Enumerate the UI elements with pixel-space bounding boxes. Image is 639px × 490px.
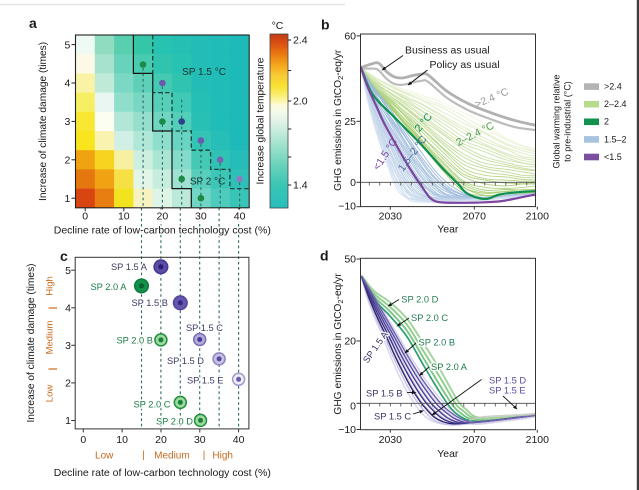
svg-text:SP 1.5 D: SP 1.5 D (167, 356, 204, 366)
svg-text:Low: Low (45, 385, 56, 403)
svg-text:SP 2.0 C: SP 2.0 C (133, 400, 170, 410)
svg-text:SP 1.5 B: SP 1.5 B (131, 298, 168, 308)
svg-text:SP 2.0 B: SP 2.0 B (419, 338, 456, 348)
svg-text:2030: 2030 (379, 210, 403, 222)
svg-text:60: 60 (344, 31, 356, 43)
svg-text:Increase of climate damage (ti: Increase of climate damage (times) (26, 263, 37, 422)
svg-text:High: High (212, 451, 233, 462)
svg-text:4: 4 (64, 78, 70, 90)
svg-text:Medium: Medium (154, 451, 190, 462)
svg-text:to pre-industrial (°C): to pre-industrial (°C) (563, 81, 573, 162)
svg-text:Policy as usual: Policy as usual (430, 59, 500, 71)
svg-text:Decline rate of low-carbon tec: Decline rate of low-carbon technology co… (54, 225, 271, 237)
svg-text:5: 5 (65, 265, 71, 277)
svg-text:2: 2 (65, 378, 71, 390)
svg-text:SP 1.5 E: SP 1.5 E (489, 386, 526, 396)
svg-text:SP 2 °C: SP 2 °C (190, 177, 226, 188)
svg-text:|: | (203, 450, 206, 461)
svg-text:Medium: Medium (45, 321, 56, 355)
svg-text:Increase global temperature: Increase global temperature (256, 57, 267, 184)
svg-text:−10: −10 (338, 424, 356, 436)
svg-text:25: 25 (344, 116, 356, 128)
svg-text:Year: Year (437, 223, 459, 235)
svg-text:SP 1.5 °C: SP 1.5 °C (182, 67, 226, 78)
svg-text:10: 10 (116, 434, 128, 446)
svg-text:SP 2.0 C: SP 2.0 C (411, 313, 448, 323)
svg-text:2: 2 (64, 155, 70, 167)
svg-text:b: b (321, 17, 330, 33)
svg-text:10: 10 (118, 210, 130, 222)
svg-text:a: a (29, 15, 37, 31)
svg-text:30: 30 (194, 434, 206, 446)
svg-text:3: 3 (65, 340, 71, 352)
svg-text:40: 40 (233, 434, 245, 446)
svg-text:50: 50 (344, 254, 356, 266)
svg-text:2–2.4: 2–2.4 (604, 99, 627, 109)
svg-text:2: 2 (604, 117, 609, 127)
svg-text:4: 4 (65, 303, 71, 315)
svg-text:|: | (142, 450, 145, 461)
svg-text:°C: °C (272, 20, 284, 32)
svg-text:SP 1.5 C: SP 1.5 C (186, 323, 223, 333)
svg-text:2100: 2100 (526, 210, 550, 222)
svg-text:1.5–2: 1.5–2 (604, 134, 627, 144)
svg-text:GHG emissions in GtCO2-eq/yr: GHG emissions in GtCO2-eq/yr (333, 49, 345, 191)
svg-text:40: 40 (234, 210, 246, 222)
svg-text:2030: 2030 (379, 434, 403, 446)
svg-text:SP 2.0 D: SP 2.0 D (156, 416, 193, 426)
svg-text:2070: 2070 (463, 434, 487, 446)
svg-text:0: 0 (82, 210, 88, 222)
svg-text:20: 20 (155, 434, 167, 446)
svg-text:20: 20 (157, 210, 169, 222)
svg-text:−10: −10 (338, 201, 356, 213)
svg-text:SP 1.5 C: SP 1.5 C (374, 412, 411, 422)
svg-text:20: 20 (344, 336, 356, 348)
svg-text:2.0: 2.0 (293, 96, 308, 108)
svg-text:SP 1.5 D: SP 1.5 D (489, 376, 526, 386)
svg-text:>2.4: >2.4 (604, 82, 622, 92)
svg-text:High: High (45, 276, 56, 296)
svg-text:2100: 2100 (526, 434, 550, 446)
svg-text:Increase of climate damage (t: Increase of climate damage (times) (38, 42, 49, 201)
svg-text:SP 1.5 A: SP 1.5 A (111, 262, 148, 272)
svg-text:2.4: 2.4 (293, 35, 308, 47)
svg-text:2070: 2070 (463, 210, 487, 222)
svg-text:1: 1 (64, 193, 70, 205)
svg-text:SP 1.5 B: SP 1.5 B (366, 389, 403, 399)
svg-text:Year: Year (437, 448, 459, 460)
svg-text:5: 5 (64, 39, 70, 51)
svg-text:GHG emissions in GtCO2-eq/yr: GHG emissions in GtCO2-eq/yr (333, 273, 345, 415)
svg-text:<1.5: <1.5 (604, 152, 622, 162)
svg-text:0: 0 (350, 401, 356, 413)
svg-text:SP 1.5 E: SP 1.5 E (187, 376, 224, 386)
svg-text:1: 1 (65, 415, 71, 427)
svg-text:SP 2.0 B: SP 2.0 B (116, 335, 153, 345)
svg-text:d: d (320, 247, 329, 263)
svg-text:Decline rate of low-carbon tec: Decline rate of low-carbon technology co… (54, 467, 271, 479)
svg-text:Low: Low (95, 451, 114, 462)
svg-text:Business as usual: Business as usual (405, 45, 490, 57)
svg-text:0: 0 (350, 177, 356, 189)
svg-text:0: 0 (80, 434, 86, 446)
svg-text:Global warming relative: Global warming relative (552, 74, 562, 168)
svg-text:c: c (60, 248, 68, 264)
svg-text:3: 3 (64, 116, 70, 128)
svg-text:SP 2.0 A: SP 2.0 A (431, 362, 468, 372)
svg-text:SP 2.0 D: SP 2.0 D (401, 295, 438, 305)
svg-text:1.4: 1.4 (293, 180, 308, 192)
svg-text:30: 30 (195, 210, 207, 222)
svg-text:SP 2.0 A: SP 2.0 A (90, 282, 127, 292)
